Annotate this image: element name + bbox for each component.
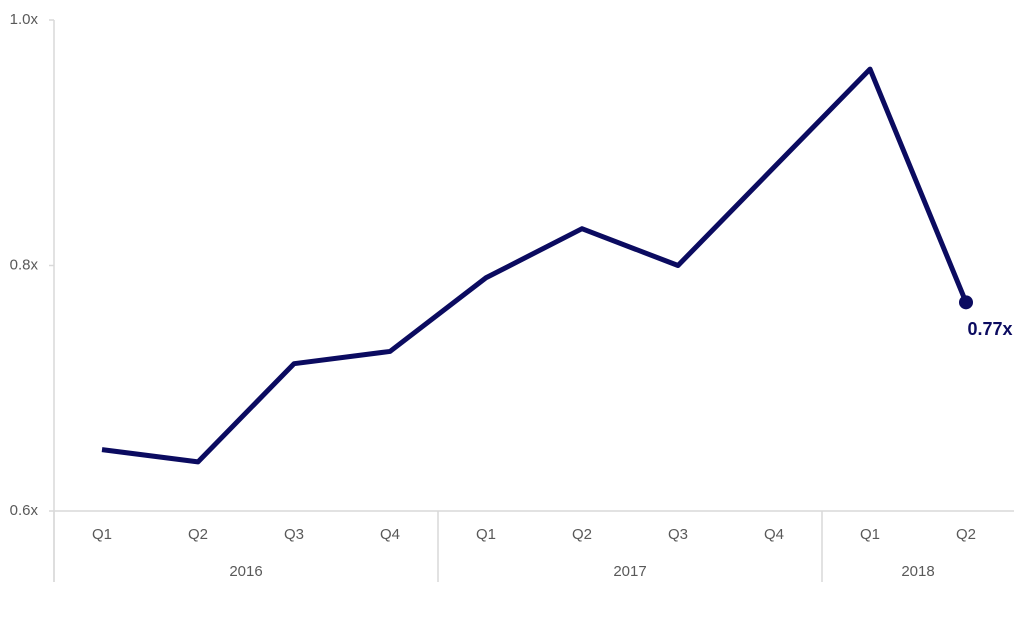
y-tick-label: 0.8x <box>10 256 39 273</box>
group-label: 2017 <box>613 563 646 580</box>
x-tick-label: Q2 <box>188 526 208 543</box>
x-tick-label: Q2 <box>572 526 592 543</box>
y-tick-label: 0.6x <box>10 502 39 519</box>
x-tick-label: Q4 <box>380 526 400 543</box>
data-label: 0.77x <box>967 319 1012 339</box>
group-label: 2018 <box>901 563 934 580</box>
x-tick-label: Q2 <box>956 526 976 543</box>
x-tick-label: Q3 <box>668 526 688 543</box>
x-tick-label: Q1 <box>476 526 496 543</box>
line <box>101 66 969 465</box>
x-tick-label: Q1 <box>860 526 880 543</box>
y-tick-label: 1.0x <box>10 11 39 28</box>
x-tick-label: Q4 <box>764 526 784 543</box>
x-tick-label: Q1 <box>92 526 112 543</box>
group-label: 2016 <box>229 563 262 580</box>
marker <box>959 295 973 310</box>
x-tick-label: Q3 <box>284 526 304 543</box>
